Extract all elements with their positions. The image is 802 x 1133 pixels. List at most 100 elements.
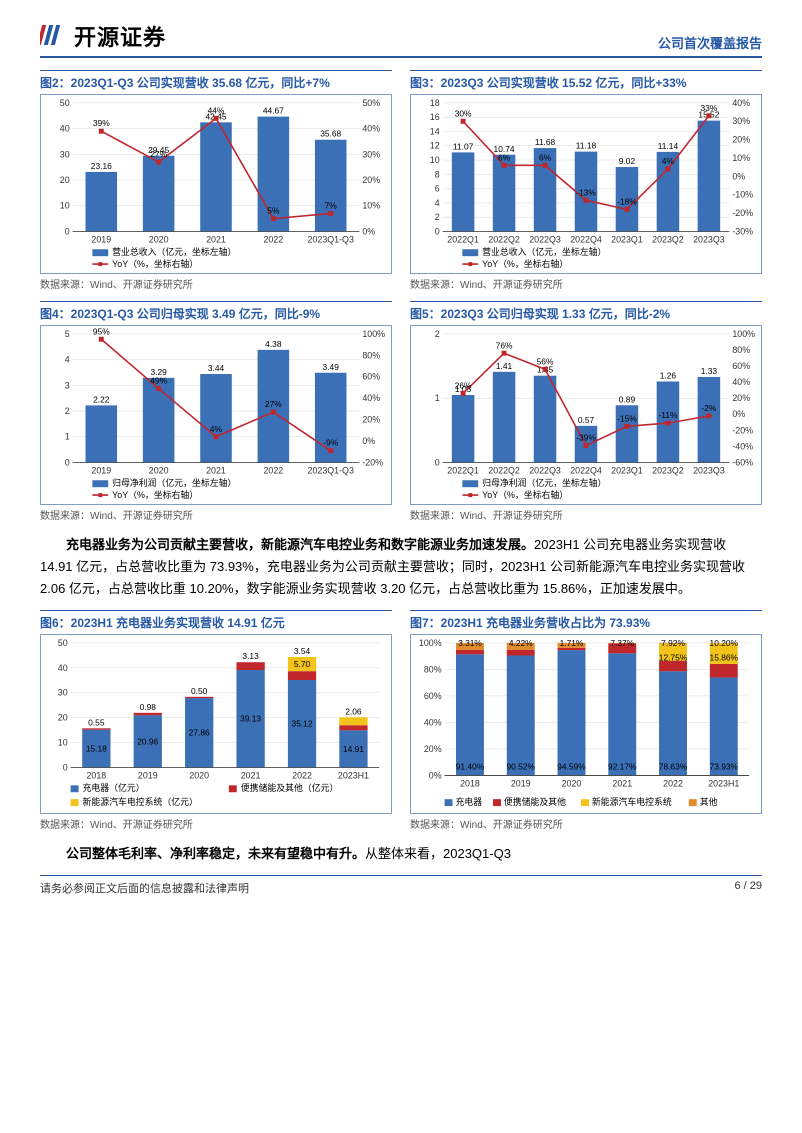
svg-text:56%: 56% bbox=[537, 356, 554, 366]
logo-text: 开源证券 bbox=[74, 20, 166, 52]
svg-text:1.33: 1.33 bbox=[701, 366, 718, 376]
svg-text:-18%: -18% bbox=[617, 196, 637, 206]
svg-text:60%: 60% bbox=[732, 361, 750, 371]
svg-text:49%: 49% bbox=[150, 376, 167, 386]
svg-text:营业总收入（亿元，坐标左轴）: 营业总收入（亿元，坐标左轴） bbox=[482, 246, 606, 257]
company-logo: 开源证券 bbox=[40, 20, 166, 52]
paragraph-2: 公司整体毛利率、净利率稳定，未来有望稳中有升。从整体来看，2023Q1-Q3 bbox=[40, 843, 762, 865]
svg-text:2021: 2021 bbox=[612, 779, 632, 789]
svg-text:2023Q2: 2023Q2 bbox=[652, 234, 684, 244]
svg-text:0: 0 bbox=[435, 457, 440, 467]
svg-text:40%: 40% bbox=[424, 718, 442, 728]
svg-text:18: 18 bbox=[430, 98, 440, 108]
svg-text:便携储能及其他（亿元）: 便携储能及其他（亿元） bbox=[241, 783, 339, 794]
svg-text:-20%: -20% bbox=[362, 457, 383, 467]
svg-text:2021: 2021 bbox=[206, 465, 226, 475]
figure-5: 图5：2023Q3 公司归母实现 1.33 亿元，同比-2% 012-60%-4… bbox=[410, 301, 762, 528]
svg-text:30: 30 bbox=[60, 149, 70, 159]
svg-text:40: 40 bbox=[60, 124, 70, 134]
svg-text:2021: 2021 bbox=[206, 234, 226, 244]
svg-text:100%: 100% bbox=[419, 638, 442, 648]
svg-text:-9%: -9% bbox=[323, 438, 338, 448]
svg-text:0%: 0% bbox=[362, 226, 375, 236]
svg-text:2019: 2019 bbox=[91, 234, 111, 244]
svg-text:12.75%: 12.75% bbox=[659, 653, 688, 663]
svg-text:2: 2 bbox=[435, 329, 440, 339]
svg-text:-10%: -10% bbox=[732, 190, 753, 200]
svg-text:2022Q3: 2022Q3 bbox=[529, 234, 561, 244]
svg-text:33%: 33% bbox=[701, 103, 718, 113]
svg-text:2018: 2018 bbox=[460, 779, 480, 789]
svg-text:2: 2 bbox=[65, 406, 70, 416]
figure-5-chart: 012-60%-40%-20%0%20%40%60%80%100%1.051.4… bbox=[410, 325, 762, 505]
figure-3-chart: 024681012141618-30%-20%-10%0%10%20%30%40… bbox=[410, 94, 762, 274]
report-type: 公司首次覆盖报告 bbox=[658, 33, 762, 52]
svg-text:2018: 2018 bbox=[86, 771, 106, 781]
svg-text:15.18: 15.18 bbox=[86, 744, 107, 754]
paragraph-1-lead: 充电器业务为公司贡献主要营收，新能源汽车电控业务和数字能源业务加速发展。 bbox=[66, 537, 534, 552]
svg-text:2022Q4: 2022Q4 bbox=[570, 465, 602, 475]
svg-text:2023H1: 2023H1 bbox=[708, 779, 739, 789]
svg-text:2023Q2: 2023Q2 bbox=[652, 465, 684, 475]
svg-text:11.18: 11.18 bbox=[576, 141, 597, 151]
svg-text:2022Q2: 2022Q2 bbox=[488, 465, 520, 475]
svg-text:50: 50 bbox=[60, 98, 70, 108]
svg-text:15.86%: 15.86% bbox=[710, 653, 739, 663]
svg-text:27%: 27% bbox=[150, 149, 167, 159]
figure-6: 图6：2023H1 充电器业务实现营收 14.91 亿元 01020304050… bbox=[40, 610, 392, 837]
svg-text:2019: 2019 bbox=[511, 779, 531, 789]
svg-text:2023Q3: 2023Q3 bbox=[693, 465, 725, 475]
svg-text:归母净利润（亿元，坐标左轴）: 归母净利润（亿元，坐标左轴） bbox=[482, 477, 606, 488]
svg-text:2020: 2020 bbox=[149, 465, 169, 475]
svg-text:2022Q4: 2022Q4 bbox=[570, 234, 602, 244]
svg-text:4: 4 bbox=[65, 355, 70, 365]
svg-text:2022: 2022 bbox=[292, 771, 312, 781]
svg-text:50: 50 bbox=[58, 638, 68, 648]
figure-2-source: 数据来源：Wind、开源证券研究所 bbox=[40, 274, 392, 297]
svg-text:2: 2 bbox=[435, 212, 440, 222]
svg-text:3.31%: 3.31% bbox=[458, 638, 482, 648]
svg-text:91.40%: 91.40% bbox=[456, 762, 485, 772]
figure-5-title: 图5：2023Q3 公司归母实现 1.33 亿元，同比-2% bbox=[410, 301, 762, 323]
figure-4-source: 数据来源：Wind、开源证券研究所 bbox=[40, 505, 392, 528]
figure-6-title: 图6：2023H1 充电器业务实现营收 14.91 亿元 bbox=[40, 610, 392, 632]
figure-3-source: 数据来源：Wind、开源证券研究所 bbox=[410, 274, 762, 297]
svg-text:26%: 26% bbox=[455, 380, 472, 390]
svg-text:80%: 80% bbox=[424, 665, 442, 675]
footer-page-number: 6 / 29 bbox=[734, 880, 762, 896]
svg-text:35.12: 35.12 bbox=[292, 719, 313, 729]
svg-text:0.98: 0.98 bbox=[140, 702, 157, 712]
svg-text:0%: 0% bbox=[362, 436, 375, 446]
svg-text:30: 30 bbox=[58, 688, 68, 698]
figure-7: 图7：2023H1 充电器业务营收占比为 73.93% 0%20%40%60%8… bbox=[410, 610, 762, 837]
svg-text:10: 10 bbox=[430, 155, 440, 165]
svg-text:新能源汽车电控系统（亿元）: 新能源汽车电控系统（亿元） bbox=[83, 796, 198, 807]
svg-text:5: 5 bbox=[65, 329, 70, 339]
svg-text:2022: 2022 bbox=[663, 779, 683, 789]
svg-text:50%: 50% bbox=[362, 98, 380, 108]
svg-text:100%: 100% bbox=[732, 329, 755, 339]
svg-text:73.93%: 73.93% bbox=[710, 762, 739, 772]
svg-text:其他: 其他 bbox=[700, 796, 718, 807]
footer-disclaimer: 请务必参阅正文后面的信息披露和法律声明 bbox=[40, 880, 249, 896]
svg-text:7.37%: 7.37% bbox=[610, 638, 634, 648]
figure-2-chart: 010203040500%10%20%30%40%50%23.1629.4542… bbox=[40, 94, 392, 274]
svg-text:2022: 2022 bbox=[263, 465, 283, 475]
svg-text:40: 40 bbox=[58, 663, 68, 673]
svg-text:0: 0 bbox=[65, 226, 70, 236]
svg-text:27%: 27% bbox=[265, 399, 282, 409]
svg-text:27.86: 27.86 bbox=[189, 728, 210, 738]
svg-text:2023H1: 2023H1 bbox=[338, 771, 369, 781]
svg-text:23.16: 23.16 bbox=[91, 161, 112, 171]
svg-text:95%: 95% bbox=[93, 326, 110, 336]
svg-text:7%: 7% bbox=[325, 201, 338, 211]
svg-text:40%: 40% bbox=[362, 124, 380, 134]
svg-text:20%: 20% bbox=[362, 415, 380, 425]
svg-text:14: 14 bbox=[430, 126, 440, 136]
svg-text:1.26: 1.26 bbox=[660, 371, 677, 381]
svg-text:80%: 80% bbox=[362, 350, 380, 360]
svg-text:-20%: -20% bbox=[732, 208, 753, 218]
svg-text:0.89: 0.89 bbox=[619, 394, 636, 404]
svg-text:8: 8 bbox=[435, 169, 440, 179]
svg-text:3.13: 3.13 bbox=[242, 652, 259, 662]
